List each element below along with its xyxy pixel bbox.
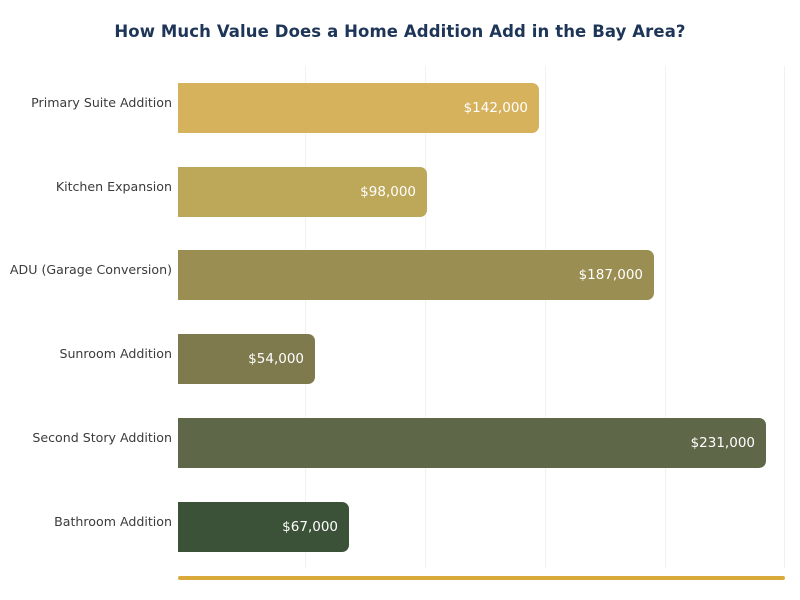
bar-value-label-3: $54,000 (248, 351, 304, 368)
plot-area: $142,000 $98,000 $187,000 $54,000 $231,0… (178, 66, 785, 568)
bar-value-label-2: $187,000 (578, 267, 643, 284)
bar-second-story-addition[interactable] (178, 417, 766, 468)
bar-row: $142,000 (178, 66, 785, 150)
gridline-4 (784, 66, 785, 568)
y-axis-tick-label-2: ADU (Garage Conversion) (9, 262, 172, 278)
y-axis-tick-label-5: Bathroom Addition (54, 513, 172, 529)
bar-row: $67,000 (178, 485, 785, 569)
bar-value-label-0: $142,000 (463, 100, 528, 116)
y-axis-tick-label-0: Primary Suite Addition (31, 95, 172, 110)
gridline-0 (305, 66, 306, 568)
gridline-2 (545, 66, 546, 568)
bar-value-label-4: $231,000 (690, 434, 755, 451)
gridline-1 (425, 66, 426, 568)
y-axis-label-group: Primary Suite Addition Kitchen Expansion… (0, 66, 172, 568)
y-axis-tick-label-4: Second Story Addition (32, 429, 172, 445)
x-axis-accent-line (178, 576, 785, 580)
bar-value-label-5: $67,000 (282, 518, 338, 535)
bar-adu-garage-conversion[interactable] (178, 250, 654, 301)
gridline-3 (665, 66, 666, 568)
bar-kitchen-expansion[interactable] (178, 166, 427, 217)
bar-row: $54,000 (178, 317, 785, 401)
bar-primary-suite-addition[interactable] (178, 83, 539, 133)
bar-row: $187,000 (178, 233, 785, 317)
y-axis-tick-label-3: Sunroom Addition (59, 346, 172, 362)
bar-value-label-1: $98,000 (360, 183, 416, 200)
bar-row: $231,000 (178, 401, 785, 485)
chart-title: How Much Value Does a Home Addition Add … (114, 22, 686, 41)
bar-row: $98,000 (178, 150, 785, 234)
bar-sunroom-addition[interactable] (178, 334, 315, 385)
bar-bathroom-addition[interactable] (178, 501, 349, 552)
y-axis-tick-label-1: Kitchen Expansion (55, 178, 172, 194)
